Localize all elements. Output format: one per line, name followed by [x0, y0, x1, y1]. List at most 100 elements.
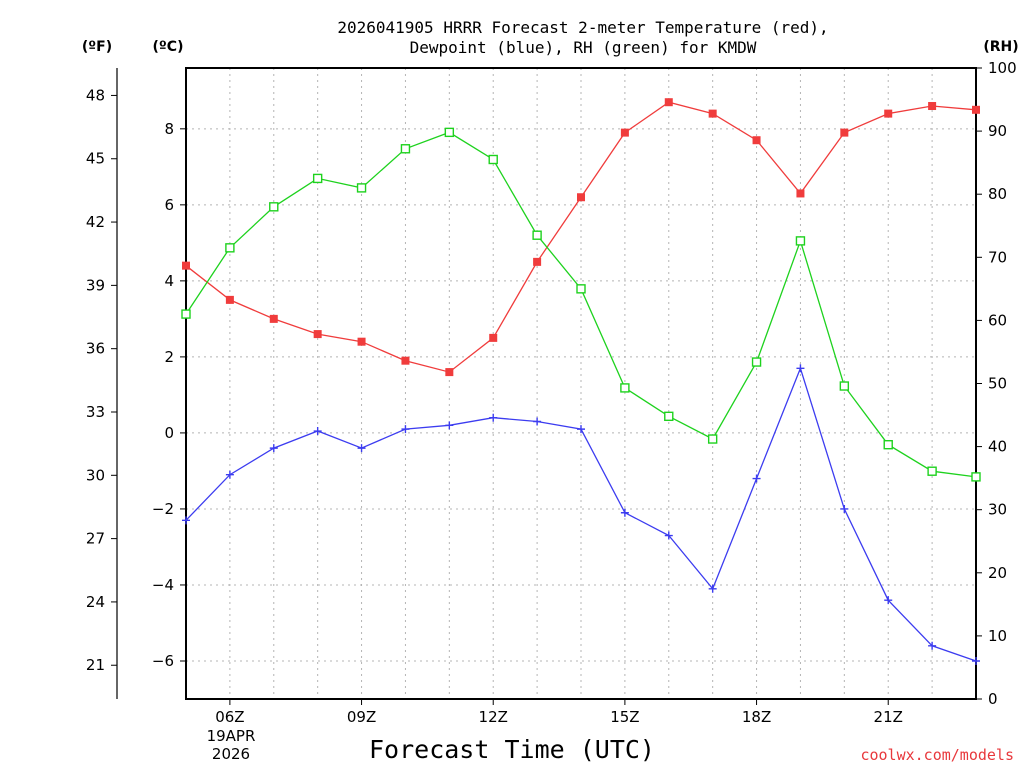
- dewpoint-point: [225, 470, 234, 479]
- rh-point: [356, 183, 367, 193]
- rh-tick-label: 40: [988, 438, 1007, 456]
- dewpoint-point: [664, 531, 673, 540]
- temperature-point: [533, 257, 542, 266]
- rh-point: [839, 381, 850, 391]
- temperature-point: [884, 109, 893, 118]
- rh-tick-label: 80: [988, 185, 1007, 203]
- fahrenheit-tick-label: 42: [86, 213, 105, 231]
- rh-point: [664, 411, 674, 422]
- celsius-tick-label: 8: [164, 120, 174, 138]
- rh-series: [181, 127, 981, 482]
- temperature-point: [752, 136, 761, 145]
- fahrenheit-tick-label: 36: [86, 340, 105, 358]
- dewpoint-point: [533, 417, 542, 426]
- temperature-point: [357, 337, 366, 346]
- rh-tick-label: 10: [988, 627, 1007, 645]
- dewpoint-point: [445, 421, 454, 430]
- fahrenheit-tick-label: 33: [86, 403, 105, 421]
- celsius-tick-label: 6: [164, 196, 174, 214]
- temperature-series: [182, 98, 980, 377]
- dewpoint-point: [972, 656, 980, 665]
- x-tick-label: 18Z: [742, 708, 771, 726]
- temperature-point: [577, 193, 585, 202]
- celsius-unit-label: (ºC): [153, 39, 184, 55]
- rh-tick-label: 90: [988, 122, 1007, 140]
- dewpoint-point: [928, 641, 937, 650]
- temperature-point: [313, 330, 322, 339]
- fahrenheit-tick-label: 24: [86, 593, 105, 611]
- fahrenheit-tick-label: 21: [86, 656, 105, 674]
- temperature-point: [182, 261, 190, 270]
- rh-point: [312, 173, 323, 184]
- temperature-point: [972, 105, 980, 114]
- x-tick-label: 15Z: [610, 708, 639, 726]
- celsius-tick-label: −4: [152, 576, 174, 594]
- celsius-tick-label: 0: [164, 424, 174, 442]
- rh-point: [971, 472, 981, 482]
- fahrenheit-tick-label: 39: [86, 276, 105, 294]
- rh-point: [269, 202, 279, 212]
- dewpoint-point: [489, 413, 498, 422]
- rh-tick-label: 100: [988, 59, 1017, 77]
- dewpoint-point: [796, 364, 805, 373]
- dewpoint-point: [840, 504, 849, 513]
- rh-point: [620, 383, 630, 393]
- rh-tick-label: 50: [988, 375, 1007, 393]
- rh-point: [883, 440, 893, 450]
- dewpoint-line: [185, 366, 977, 662]
- x-tick-label: 21Z: [874, 708, 903, 726]
- temperature-point: [928, 102, 937, 111]
- rh-point: [927, 466, 937, 476]
- temperature-point: [225, 295, 234, 304]
- fahrenheit-tick-label: 45: [86, 150, 105, 168]
- axes: 06Z 09Z 12Z 15Z 18Z 21Z86420−2−4−648454239363…: [86, 59, 1017, 726]
- dewpoint-point: [313, 427, 322, 436]
- temperature-point: [269, 314, 278, 323]
- fahrenheit-tick-label: 27: [86, 530, 105, 548]
- credit-text: coolwx.com/models: [860, 746, 1014, 764]
- rh-tick-label: 70: [988, 248, 1007, 266]
- dewpoint-point: [620, 508, 629, 517]
- date-label-year: 2026: [212, 745, 250, 763]
- celsius-tick-label: 2: [164, 348, 174, 366]
- chart-title-line-2: Dewpoint (blue), RH (green) for KMDW: [410, 38, 757, 57]
- dewpoint-point: [401, 425, 410, 434]
- x-tick-label: 06Z: [215, 708, 244, 726]
- fahrenheit-tick-label: 30: [86, 466, 105, 484]
- rh-point: [225, 243, 235, 253]
- fahrenheit-unit-label: (ºF): [82, 39, 112, 55]
- dewpoint-point: [182, 516, 190, 525]
- rh-tick-label: 0: [988, 690, 998, 708]
- rh-point: [532, 230, 542, 240]
- celsius-tick-label: −2: [152, 500, 174, 518]
- dewpoint-point: [269, 444, 278, 453]
- rh-point: [400, 144, 411, 154]
- temperature-point: [708, 109, 717, 118]
- celsius-tick-label: −6: [152, 652, 174, 670]
- grid-lines: [186, 68, 976, 699]
- dewpoint-point: [752, 474, 761, 483]
- dewpoint-point: [884, 596, 893, 605]
- rh-tick-label: 30: [988, 501, 1007, 519]
- rh-point: [444, 127, 455, 138]
- temperature-point: [489, 333, 498, 342]
- temperature-point: [796, 189, 805, 198]
- temperature-point: [840, 128, 849, 137]
- dewpoint-series: [182, 364, 980, 665]
- chart-title-line-1: 2026041905 HRRR Forecast 2-meter Tempera…: [337, 18, 828, 37]
- dewpoint-point: [708, 584, 717, 593]
- celsius-tick-label: 4: [164, 272, 174, 290]
- rh-unit-label: (RH): [983, 39, 1018, 55]
- x-tick-label: 12Z: [479, 708, 508, 726]
- data-series: [181, 98, 981, 665]
- rh-tick-label: 60: [988, 311, 1007, 329]
- dewpoint-point: [357, 444, 366, 453]
- x-axis-title: Forecast Time (UTC): [369, 735, 655, 764]
- rh-point: [795, 236, 806, 246]
- date-label-month: 19APR: [207, 727, 256, 745]
- fahrenheit-tick-label: 48: [86, 86, 105, 104]
- rh-point: [751, 357, 762, 367]
- temperature-point: [401, 356, 410, 365]
- x-tick-label: 09Z: [347, 708, 376, 726]
